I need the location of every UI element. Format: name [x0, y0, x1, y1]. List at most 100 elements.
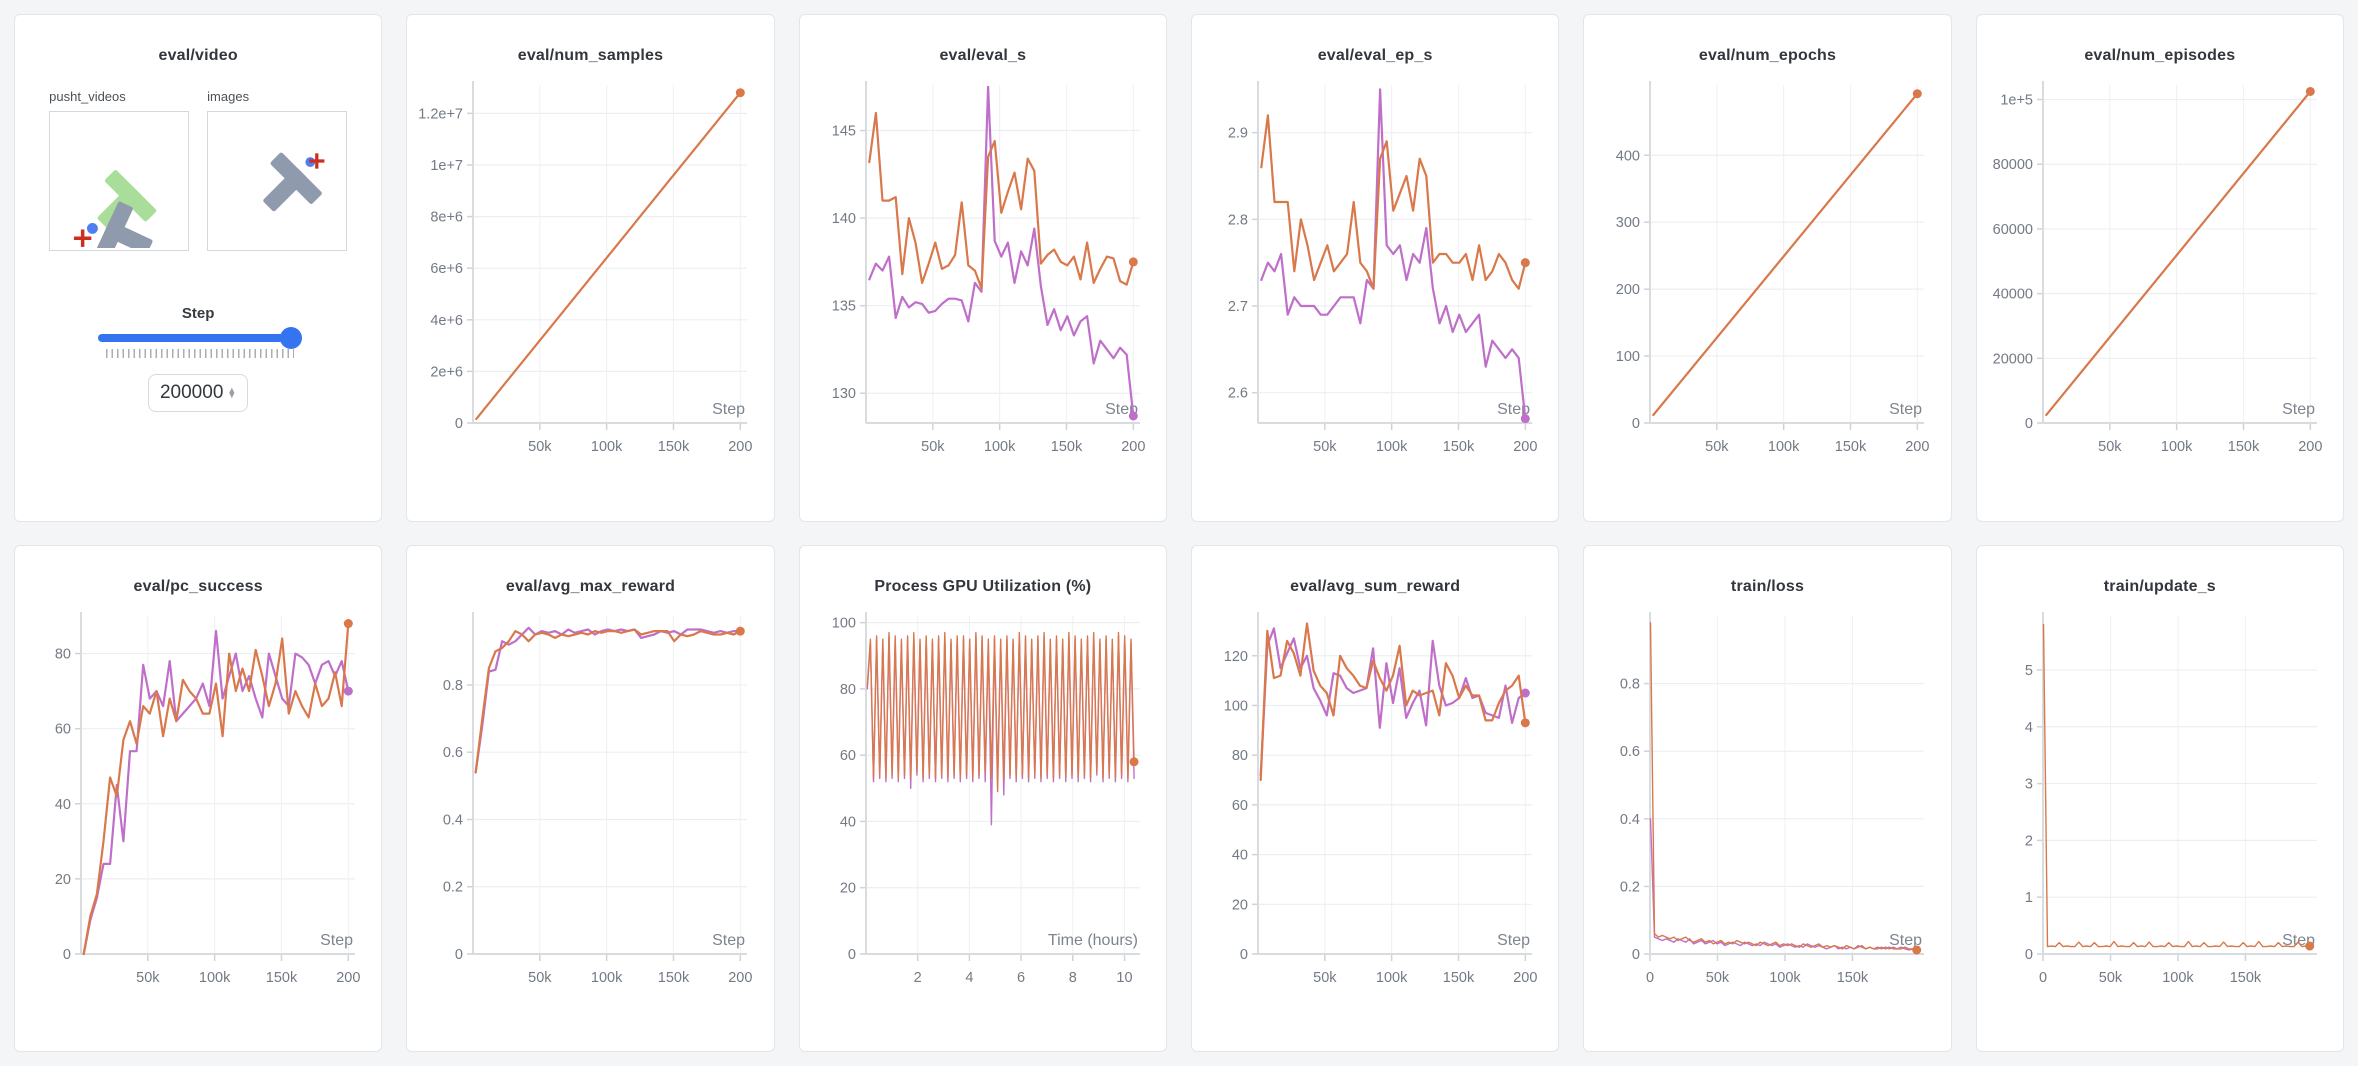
y-tick-label: 2.6: [1228, 386, 1248, 402]
y-tick-label: 0: [1632, 416, 1640, 432]
tee-shape: [263, 152, 322, 212]
x-axis-title: Step: [1497, 932, 1530, 949]
line-chart[interactable]: 50k 100k 150k 200 2.6 2.7 2.8 2.9 Step: [1204, 69, 1546, 481]
series-line-orange-run: [2042, 623, 2311, 947]
y-tick-label: 6e+6: [431, 261, 464, 277]
series-endpoint-dot-purple-run: [343, 686, 353, 696]
series-line-purple-run: [1259, 626, 1527, 776]
x-tick-label: 8: [1069, 970, 1077, 986]
x-tick-label: 150k: [1443, 439, 1475, 455]
line-chart[interactable]: 50k 100k 150k 200 0 2e+6 4e+6 6e+6 8e+6 1e+7 1.2e+…: [419, 69, 761, 481]
x-tick-label: 150k: [266, 970, 298, 986]
media-caption: images: [207, 89, 250, 104]
stepper-arrows-icon[interactable]: ▲ ▼: [227, 385, 237, 400]
chevron-up-icon[interactable]: ▲: [227, 385, 237, 395]
x-tick-label: 50k: [2099, 970, 2123, 986]
y-tick-label: 1.2e+7: [419, 106, 463, 122]
series-line-purple-run: [868, 85, 1135, 418]
step-number-input[interactable]: 200000 ▲ ▼: [148, 374, 249, 412]
step-slider-label: Step: [181, 305, 215, 322]
x-tick-label: 200: [1513, 970, 1537, 986]
series-endpoint-dot-purple-run: [1520, 414, 1530, 424]
y-tick-label: 60: [55, 721, 71, 737]
y-tick-label: 2.7: [1228, 299, 1248, 315]
line-chart[interactable]: 50k 100k 150k 200 0 20000 40000 60000 80000 1e+5 S…: [1989, 69, 2331, 481]
x-tick-label: 50k: [1706, 439, 1730, 455]
line-chart[interactable]: 50k 100k 150k 200 0 100 200 300 400 Step: [1596, 69, 1938, 481]
y-tick-label: 5: [2025, 662, 2033, 678]
y-tick-label: 1e+7: [431, 158, 464, 174]
panel-eval-num-samples: eval/num_samples 50k 100k 150k 200 0 2e+6 4e+6 6…: [406, 14, 775, 522]
y-tick-label: 20: [1232, 897, 1248, 913]
goal-cross: [309, 153, 325, 169]
x-tick-label: 2: [913, 970, 921, 986]
x-tick-label: 50k: [1706, 970, 1730, 986]
x-axis-title: Step: [713, 932, 746, 949]
panel-eval-avg-sum-reward: eval/avg_sum_reward 50k 100k 150k 200 0 20 40 60…: [1191, 544, 1560, 1052]
line-chart[interactable]: 50k 100k 150k 200 0 0.2 0.4 0.6 0.8 Step: [419, 600, 761, 1012]
y-tick-label: 80: [55, 646, 71, 662]
panel-train-loss: train/loss 0 50k 100k 150k 0 0.2 0.4 0.6 0.8 Step: [1583, 544, 1952, 1052]
x-axis-title: Step: [1890, 401, 1923, 418]
slider-thumb[interactable]: [280, 327, 303, 349]
panel-title: eval/avg_sum_reward: [1290, 577, 1461, 595]
x-tick-label: 100k: [1770, 970, 1802, 986]
x-tick-label: 50k: [1313, 970, 1337, 986]
chevron-down-icon[interactable]: ▼: [227, 390, 237, 400]
x-tick-label: 100k: [2162, 970, 2194, 986]
x-tick-label: 150k: [658, 970, 690, 986]
y-tick-label: 1: [2025, 890, 2033, 906]
x-tick-label: 150k: [2230, 970, 2262, 986]
y-tick-label: 0.4: [443, 812, 463, 828]
slider-track[interactable]: [98, 327, 303, 349]
media-caption: pusht_videos: [49, 89, 126, 104]
y-tick-label: 60: [1232, 797, 1248, 813]
x-axis-title: Step: [1497, 401, 1530, 418]
series-endpoint-dot-orange-run: [736, 88, 746, 98]
y-tick-label: 20: [840, 880, 856, 896]
x-tick-label: 150k: [2228, 439, 2260, 455]
y-tick-label: 4: [2025, 719, 2033, 735]
panel-title: eval/num_epochs: [1698, 47, 1837, 64]
x-tick-label: 200: [336, 970, 360, 986]
panel-title: Process GPU Utilization (%): [874, 577, 1092, 595]
x-axis-title: Time (hours): [1048, 932, 1138, 949]
line-chart[interactable]: 50k 100k 150k 200 0 20 40 60 80 100 120 Step: [1204, 600, 1546, 1012]
panel-title: eval/eval_s: [939, 47, 1027, 64]
y-tick-label: 140: [832, 211, 856, 227]
y-tick-label: 0.6: [443, 745, 463, 761]
y-tick-label: 0.8: [1620, 676, 1640, 692]
series-endpoint-dot-orange-run: [2305, 86, 2315, 96]
y-tick-label: 4e+6: [431, 313, 464, 329]
x-tick-label: 100k: [591, 970, 623, 986]
series-line-orange-run: [1260, 114, 1527, 290]
x-tick-label: 200: [729, 970, 753, 986]
images-thumbnail[interactable]: [207, 111, 348, 251]
x-axis-title: Step: [2282, 401, 2315, 418]
media-item-images: images: [207, 89, 348, 251]
agent-dot: [87, 222, 99, 234]
step-value[interactable]: 200000: [159, 382, 224, 403]
y-tick-label: 300: [1616, 215, 1640, 231]
panel-eval-eval-ep-s: eval/eval_ep_s 50k 100k 150k 200 2.6 2.7 2.8 2.9…: [1191, 14, 1560, 522]
x-tick-label: 150k: [658, 439, 690, 455]
step-slider[interactable]: [98, 327, 303, 358]
pusht-video-thumbnail[interactable]: [49, 111, 190, 261]
series-endpoint-dot-orange-run: [736, 626, 746, 636]
media-row: pusht_videos: [49, 89, 348, 261]
line-chart[interactable]: 0 50k 100k 150k 0 0.2 0.4 0.6 0.8 Step: [1596, 600, 1938, 1012]
y-tick-label: 200: [1616, 282, 1640, 298]
series-line-orange-run: [1652, 92, 1919, 417]
x-tick-label: 150k: [1051, 439, 1083, 455]
panel-title: eval/avg_max_reward: [505, 577, 676, 595]
x-tick-label: 100k: [1376, 439, 1408, 455]
panel-eval-eval-s: eval/eval_s 50k 100k 150k 200 130 135 140 145 Ste…: [798, 14, 1167, 522]
series-line-orange-run: [475, 91, 742, 420]
y-tick-label: 0: [848, 947, 856, 963]
media-item-pusht-videos: pusht_videos: [49, 89, 190, 261]
line-chart[interactable]: 50k 100k 150k 200 0 20 40 60 80 Step: [27, 600, 369, 1012]
x-tick-label: 200: [2298, 439, 2322, 455]
